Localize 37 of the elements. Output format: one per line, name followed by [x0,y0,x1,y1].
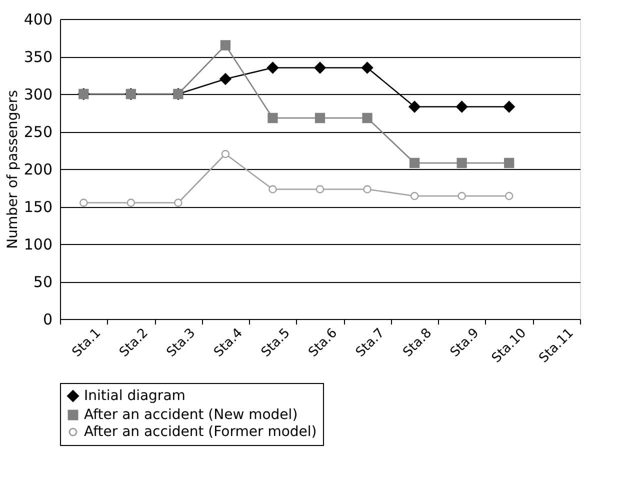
point [314,112,326,124]
point [80,198,88,207]
point [220,40,231,50]
point [410,192,419,200]
y-axis-title: Number of passengers [4,90,21,249]
point [456,158,467,168]
y-tick-label: 350 [24,48,52,66]
point [316,185,324,194]
point [504,158,514,168]
point [314,62,326,74]
point [174,198,182,207]
point [458,192,466,200]
point [266,62,279,74]
legend-label: After an accident (Former model) [84,424,317,440]
y-tick-label: 300 [24,86,52,104]
legend-label: Initial diagram [84,388,186,404]
point [408,100,420,113]
y-tick-label: 100 [24,236,52,254]
point [363,185,372,194]
point [268,112,278,124]
point [221,150,230,158]
point [361,62,374,74]
point [362,112,372,124]
point [504,192,514,200]
point [220,73,232,85]
point [503,100,515,113]
y-tick-label: 150 [24,198,52,216]
point [268,185,277,194]
y-tick-label: 250 [24,123,52,141]
point [126,198,136,207]
legend-label: After an accident (New model) [84,407,298,423]
y-tick-label: 50 [33,273,52,291]
y-tick-label: 0 [42,310,52,328]
point [456,100,468,113]
y-tick-label: 400 [24,10,52,28]
point [409,158,420,168]
y-tick-label: 200 [24,160,52,178]
